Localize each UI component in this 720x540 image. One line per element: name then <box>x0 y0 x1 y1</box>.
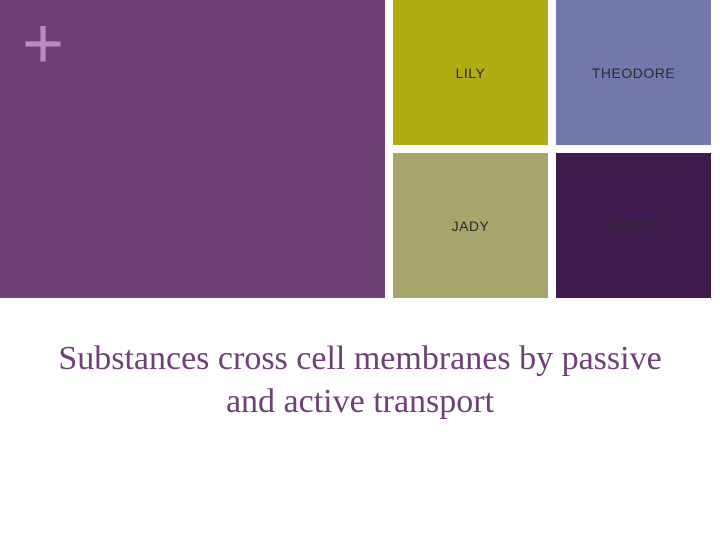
main-color-block: + <box>0 0 385 298</box>
tile-jady: JADY <box>393 153 548 298</box>
plus-icon: + <box>22 8 64 80</box>
tile-label: SCOTT <box>609 218 659 234</box>
title-region: Substances cross cell membranes by passi… <box>0 298 720 423</box>
page-title: Substances cross cell membranes by passi… <box>40 338 680 423</box>
tile-label: JADY <box>452 218 490 234</box>
tile-label: LILY <box>456 65 486 81</box>
tile-theodore: THEODORE <box>556 0 711 145</box>
top-region: + LILY THEODORE JADY SCOTT <box>0 0 720 298</box>
tile-scott: SCOTT <box>556 153 711 298</box>
tile-grid: LILY THEODORE JADY SCOTT <box>393 0 711 298</box>
tile-label: THEODORE <box>592 65 675 81</box>
tile-lily: LILY <box>393 0 548 145</box>
